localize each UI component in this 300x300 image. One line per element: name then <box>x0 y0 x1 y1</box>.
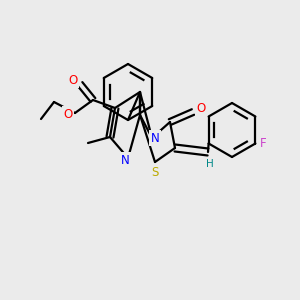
Text: O: O <box>68 74 78 86</box>
Text: S: S <box>151 166 159 178</box>
Text: O: O <box>196 103 206 116</box>
Text: N: N <box>151 131 159 145</box>
Text: H: H <box>206 159 214 169</box>
Text: N: N <box>121 154 129 166</box>
Text: F: F <box>260 137 267 150</box>
Text: O: O <box>63 107 73 121</box>
